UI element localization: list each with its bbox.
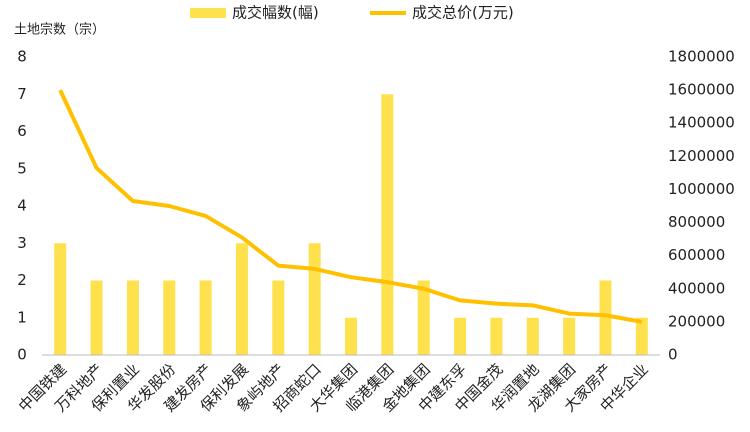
y2-tick-label: 400000 [668, 279, 725, 297]
y2-tick-label: 1400000 [668, 114, 735, 132]
y-axis-label: 土地宗数（宗） [14, 22, 105, 38]
y2-tick-label: 1000000 [668, 180, 735, 198]
bar [635, 317, 648, 355]
y-tick-label: 6 [17, 122, 27, 140]
y-tick-label: 1 [17, 308, 27, 326]
y-tick-label: 2 [17, 271, 27, 289]
legend-swatch [190, 8, 226, 18]
bar [272, 280, 285, 355]
bar [199, 280, 212, 355]
legend-label: 成交幅数(幅) [232, 4, 319, 22]
y2-tick-label: 600000 [668, 246, 725, 264]
y2-tick-label: 1800000 [668, 48, 735, 66]
y-tick-label: 8 [17, 48, 27, 66]
bar [308, 243, 321, 355]
y2-tick-label: 1600000 [668, 81, 735, 99]
bar [90, 280, 103, 355]
y-tick-label: 7 [17, 85, 27, 103]
legend-label: 成交总价(万元) [412, 4, 514, 22]
bar [599, 280, 612, 355]
bar [163, 280, 176, 355]
bar [563, 317, 576, 355]
bar [490, 317, 503, 355]
line [58, 89, 643, 324]
y-tick-label: 0 [17, 346, 27, 364]
bar [126, 280, 139, 355]
bar [454, 317, 467, 355]
y2-tick-label: 200000 [668, 312, 725, 330]
y-tick-label: 3 [17, 234, 27, 252]
bar [54, 243, 67, 355]
y-tick-label: 4 [17, 197, 27, 215]
bar [526, 317, 539, 355]
bar [345, 317, 357, 355]
y2-tick-label: 800000 [668, 213, 725, 231]
y2-tick-label: 1200000 [668, 147, 735, 165]
bar [235, 243, 248, 355]
bar [417, 280, 430, 355]
y2-tick-label: 0 [668, 346, 678, 364]
bar [381, 94, 394, 355]
y-tick-label: 5 [17, 159, 27, 177]
